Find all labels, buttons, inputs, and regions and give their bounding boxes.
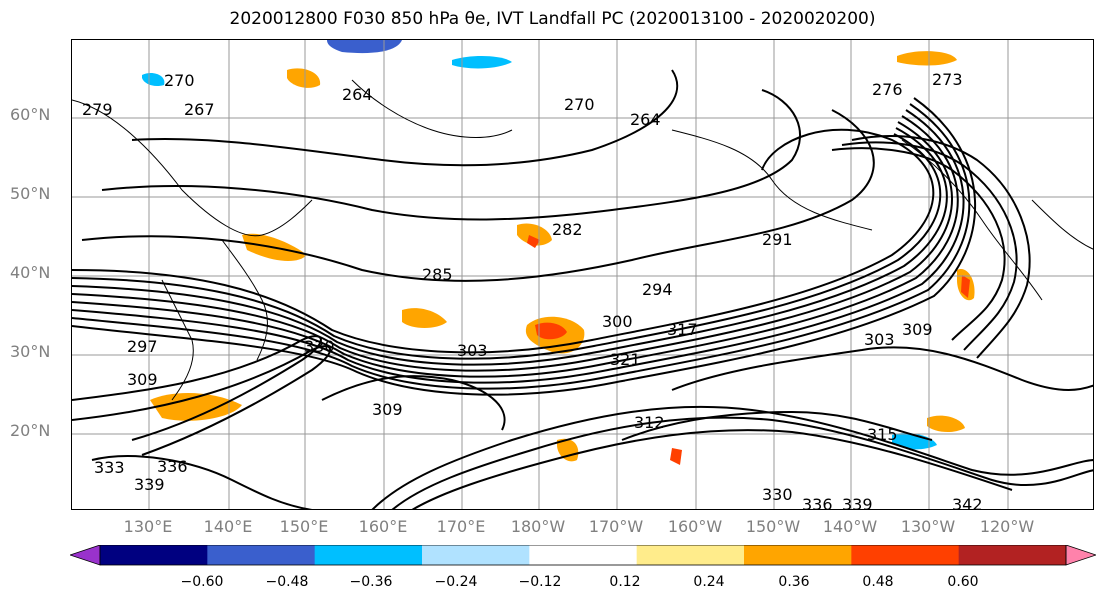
contour-label: 264 (630, 110, 661, 129)
lon-label-180w: 180°W (510, 517, 566, 536)
contour-label: 279 (82, 100, 113, 119)
contour-label: 330 (762, 485, 793, 504)
lon-label-160e: 160°E (358, 517, 408, 536)
shade-patch-red (670, 448, 682, 465)
map-title: 2020012800 F030 850 hPa θe, IVT Landfall… (229, 9, 876, 29)
lon-label-130e: 130°E (123, 517, 173, 536)
shade-patch-orange (897, 51, 957, 66)
colorbar-tick-label: −0.36 (349, 574, 393, 590)
contour-label: 270 (564, 95, 595, 114)
lon-label-160w: 160°W (667, 517, 723, 536)
colorbar-outline (99, 545, 1067, 566)
contour-label: 303 (864, 330, 895, 349)
contour-label: 270 (164, 71, 195, 90)
lat-label-30n: 30°N (10, 342, 51, 361)
shade-patch-orange (402, 308, 447, 328)
colorbar-extend-low (70, 545, 101, 566)
colorbar (70, 545, 1096, 566)
colorbar-segment (529, 545, 638, 565)
contour-label: 309 (127, 370, 158, 389)
contour-label: 291 (762, 230, 793, 249)
lon-label-130w: 130°W (900, 517, 956, 536)
colorbar-extend-high (1065, 545, 1096, 566)
lat-label-60n: 60°N (10, 105, 51, 124)
colorbar-tick-label: 0.60 (947, 574, 979, 590)
lon-label-170e: 170°E (436, 517, 486, 536)
colorbar-tick-label: −0.60 (180, 574, 224, 590)
colorbar-tick-label: 0.48 (862, 574, 894, 590)
shade-patch-orange (287, 68, 321, 88)
lat-label-20n: 20°N (10, 421, 51, 440)
colorbar-segment (422, 545, 530, 565)
lon-label-120w: 120°W (979, 517, 1035, 536)
map-panel: 270 279 267 264 270 264 276 273 282 291 … (71, 39, 1094, 510)
lat-label-50n: 50°N (10, 184, 51, 203)
contour-label: 309 (372, 400, 403, 419)
colorbar-tick-label: 0.12 (609, 574, 641, 590)
contour-label: 339 (842, 495, 873, 510)
contour-label: 321 (610, 350, 641, 369)
contour-label: 330 (304, 337, 335, 356)
shade-patch-blue (327, 40, 402, 54)
colorbar-tick-label: −0.24 (434, 574, 478, 590)
colorbar-segment (100, 545, 208, 565)
theta-e-contours (72, 69, 1093, 509)
shade-patch-blue (892, 433, 937, 450)
contour-label: 339 (134, 475, 165, 494)
colorbar-segment (636, 545, 745, 565)
contour-labels: 270 279 267 264 270 264 276 273 282 291 … (82, 70, 983, 510)
contour-label: 300 (602, 312, 633, 331)
shade-patch-orange (150, 393, 242, 421)
coastlines (72, 79, 1093, 401)
contour-label: 282 (552, 220, 583, 239)
contour-label: 267 (184, 100, 215, 119)
contour-label: 303 (457, 341, 488, 360)
contour-label: 276 (872, 80, 903, 99)
lon-label-150w: 150°W (745, 517, 801, 536)
contour-label: 315 (867, 425, 898, 444)
contour-label: 285 (422, 265, 453, 284)
lon-label-140e: 140°E (203, 517, 253, 536)
colorbar-tick-label: 0.24 (693, 574, 725, 590)
contour-label: 297 (127, 337, 158, 356)
contour-label: 273 (932, 70, 963, 89)
lat-label-40n: 40°N (10, 263, 51, 282)
contour-label: 294 (642, 280, 673, 299)
shade-patch-blue (452, 56, 512, 69)
shade-patch-orange (927, 415, 965, 433)
contour-label: 336 (802, 495, 833, 510)
shade-patch-red (527, 235, 540, 248)
shading-layer (142, 40, 975, 465)
shade-patch-red (535, 322, 567, 340)
shade-patch-blue (142, 73, 165, 87)
colorbar-tick-label: −0.12 (518, 574, 562, 590)
contour-label: 333 (94, 458, 125, 477)
shade-patch-red (961, 275, 970, 298)
contour-label: 342 (952, 495, 983, 510)
colorbar-tick-label: 0.36 (778, 574, 810, 590)
map-drawing: 270 279 267 264 270 264 276 273 282 291 … (72, 40, 1093, 510)
colorbar-segment (314, 545, 423, 565)
colorbar-segment (744, 545, 852, 565)
shade-patch-orange (517, 223, 552, 246)
lon-label-140w: 140°W (822, 517, 878, 536)
contour-label: 312 (634, 413, 665, 432)
contour-label: 264 (342, 85, 373, 104)
contour-label: 317 (667, 320, 698, 339)
contour-label: 336 (157, 457, 188, 476)
colorbar-segment (851, 545, 960, 565)
colorbar-segment (958, 545, 1067, 565)
contour-label: 309 (902, 320, 933, 339)
lon-label-170w: 170°W (588, 517, 644, 536)
colorbar-tick-label: −0.48 (265, 574, 309, 590)
lon-label-150e: 150°E (279, 517, 329, 536)
shade-patch-orange (557, 438, 579, 462)
colorbar-segment (207, 545, 316, 565)
